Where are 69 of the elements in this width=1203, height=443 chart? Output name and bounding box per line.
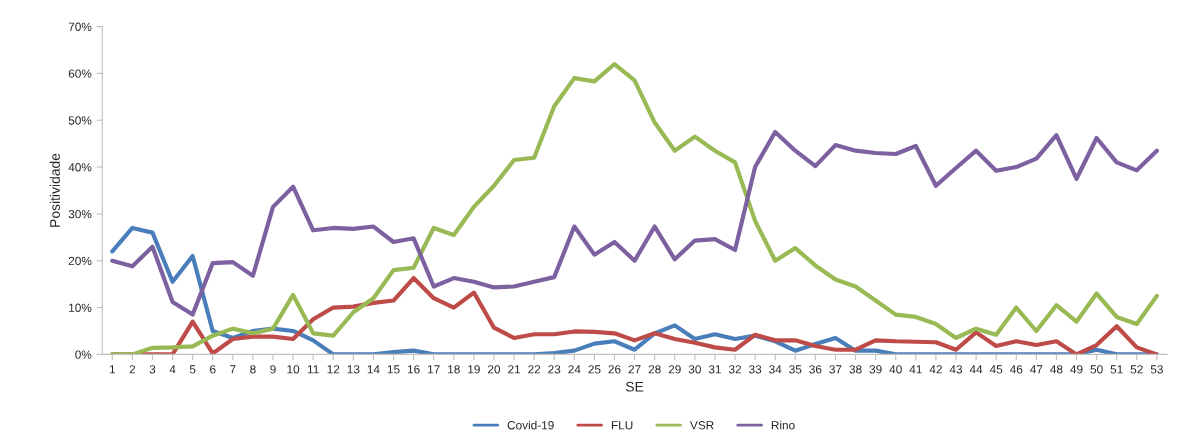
y-tick-label: 30% [68, 209, 92, 219]
x-tick-label: 30 [688, 365, 701, 374]
x-tick-label: 19 [468, 365, 480, 374]
x-tick-label: 31 [708, 365, 721, 374]
y-tick-label: 50% [68, 116, 92, 125]
line-series [110, 129, 1159, 317]
x-tick-label: 24 [568, 365, 581, 374]
x-tick-label: 4 [169, 365, 176, 374]
y-tick-label: 60% [68, 69, 92, 78]
y-tick-label: 70% [68, 22, 92, 31]
x-tick-label: 33 [748, 365, 762, 374]
x-tick-label: 8 [250, 365, 256, 374]
x-tick-label: 9 [270, 365, 276, 374]
legend-label: Rino [771, 420, 795, 430]
x-tick-label: 23 [548, 365, 561, 374]
x-tick-label: 16 [407, 365, 420, 374]
x-tick-label: 48 [1050, 365, 1063, 374]
y-tick-label: 20% [68, 256, 92, 266]
x-tick-label: 39 [869, 365, 882, 374]
x-tick-label: 3 [149, 365, 156, 374]
x-tick-label: 15 [387, 365, 400, 374]
x-tick-label: 28 [648, 365, 661, 374]
x-tick-label: 22 [528, 365, 541, 374]
x-tick-label: 21 [508, 365, 521, 374]
x-tick-label: 12 [327, 365, 340, 374]
x-axis-title: SE [625, 381, 644, 392]
y-tick-label: 10% [69, 303, 92, 312]
x-tick-label: 38 [849, 365, 862, 374]
x-tick-label: 37 [829, 365, 842, 374]
x-tick-label: 25 [588, 365, 601, 374]
x-tick-label: 43 [949, 365, 963, 374]
x-tick-label: 6 [210, 365, 216, 374]
line-series [110, 61, 1159, 355]
x-tick-label: 42 [929, 365, 942, 374]
x-tick-label: 44 [969, 365, 983, 374]
y-tick-label: 0% [75, 350, 92, 359]
x-tick-label: 18 [448, 365, 460, 374]
x-tick-label: 32 [728, 365, 741, 374]
y-tick-label: 40% [68, 163, 92, 172]
legend-label: VSR [689, 421, 714, 430]
x-tick-label: 36 [809, 365, 822, 374]
x-tick-label: 53 [1150, 365, 1163, 374]
x-tick-label: 20 [488, 365, 501, 374]
x-tick-label: 7 [230, 365, 236, 374]
x-tick-label: 29 [668, 365, 681, 374]
x-tick-label: 41 [909, 365, 922, 374]
x-tick-label: 2 [129, 365, 136, 374]
x-tick-label: 27 [628, 365, 641, 374]
y-axis-title: Positividade [49, 153, 60, 227]
x-tick-label: 5 [189, 365, 196, 374]
x-tick-label: 45 [989, 365, 1003, 374]
x-tick-label: 40 [889, 365, 902, 374]
x-tick-label: 49 [1070, 365, 1083, 374]
legend-label: FLU [611, 421, 633, 430]
x-tick-label: 10 [287, 365, 300, 374]
x-tick-label: 26 [608, 365, 621, 374]
x-tick-label: 47 [1030, 365, 1043, 374]
x-tick-label: 52 [1130, 365, 1143, 374]
x-tick-label: 35 [789, 365, 802, 374]
x-tick-label: 14 [367, 365, 380, 374]
legend-label: Covid-19 [507, 420, 554, 430]
x-tick-label: 50 [1090, 365, 1103, 374]
x-tick-label: 51 [1110, 365, 1123, 374]
x-tick-label: 1 [109, 365, 116, 374]
x-tick-label: 46 [1009, 365, 1023, 374]
x-tick-label: 34 [769, 365, 782, 374]
x-tick-label: 17 [428, 365, 440, 374]
x-tick-label: 11 [307, 365, 319, 374]
x-tick-label: 13 [347, 365, 360, 374]
